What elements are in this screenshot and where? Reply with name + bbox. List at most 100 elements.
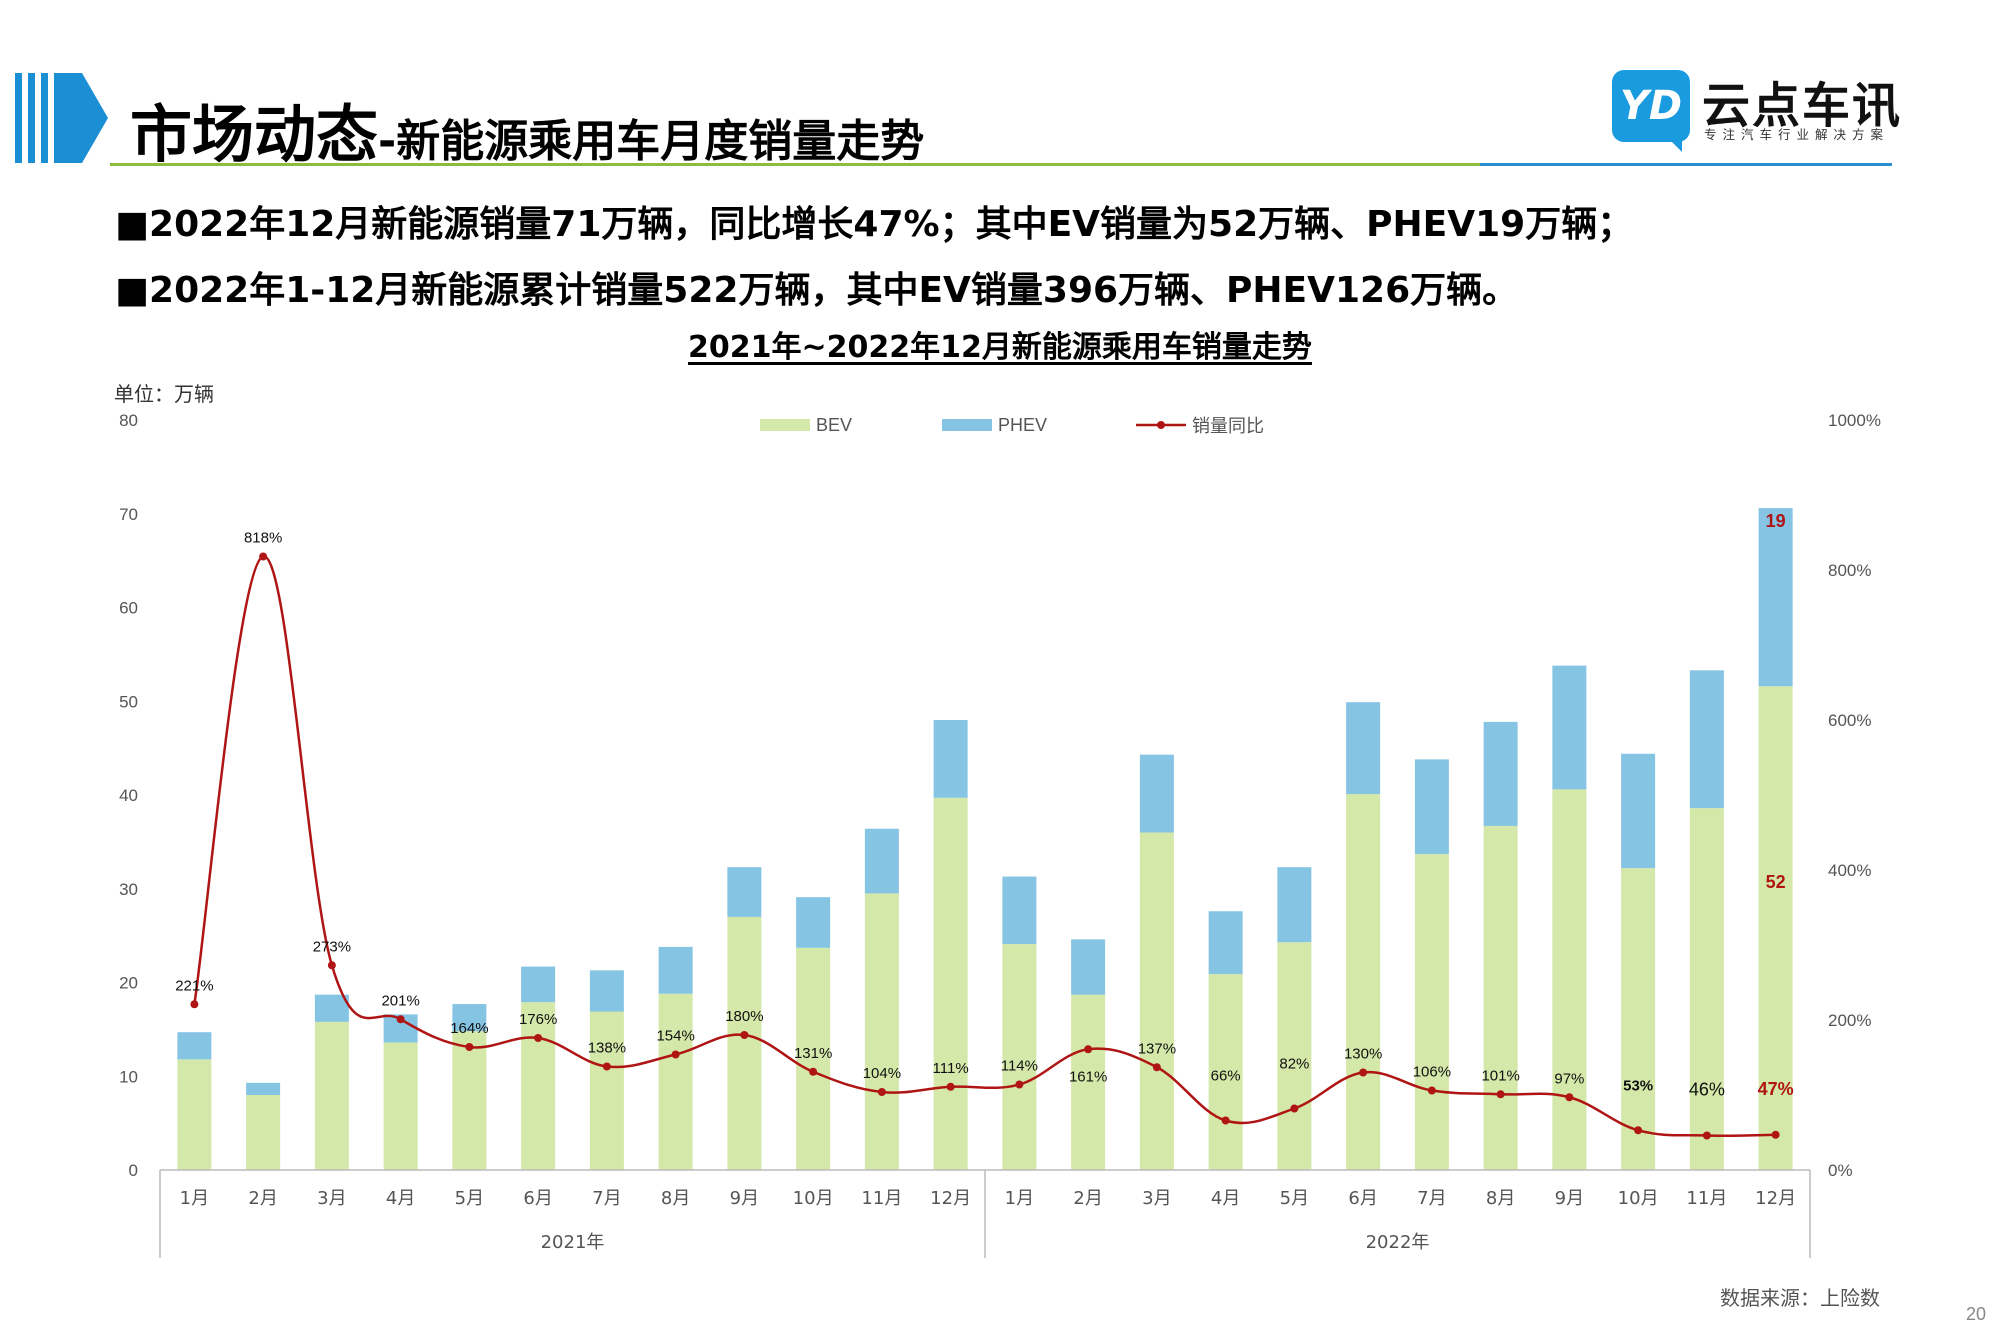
yoy-point	[1152, 1063, 1161, 1072]
yoy-point	[396, 1015, 405, 1024]
x-tick-label: 3月	[317, 1188, 346, 1209]
header-accent-bar	[28, 73, 35, 163]
yoy-data-label: 131%	[794, 1045, 832, 1062]
bar-bev	[1758, 686, 1793, 1170]
yoy-point	[327, 961, 336, 970]
bar-phev	[1208, 911, 1243, 975]
bar-bev	[1689, 808, 1724, 1170]
y-tick-right: 0%	[1828, 1161, 1853, 1180]
bar-phev	[1277, 867, 1312, 943]
header-divider-blue	[1480, 163, 1892, 166]
header-accent-bar	[41, 73, 48, 163]
bar-bev	[1552, 789, 1587, 1170]
page-title: 市场动态-新能源乘用车月度销量走势	[130, 84, 924, 174]
legend-swatch-yoy-dot	[1157, 421, 1165, 429]
yoy-line	[193, 555, 1776, 1137]
phev-data-label: 19	[1766, 511, 1786, 531]
bar-bev	[1621, 868, 1656, 1170]
yoy-data-label: 176%	[519, 1011, 557, 1028]
bar-phev	[1414, 759, 1449, 855]
yoy-data-label: 104%	[863, 1065, 901, 1082]
x-tick-label: 1月	[1005, 1188, 1034, 1209]
bar-bev	[1483, 825, 1518, 1170]
yoy-point	[1634, 1126, 1643, 1135]
y-tick-left: 30	[119, 880, 138, 899]
yoy-data-label: 138%	[588, 1040, 626, 1057]
x-tick-label: 11月	[1686, 1188, 1727, 1209]
bar-bev	[1071, 994, 1106, 1170]
logo-mark: YD	[1619, 83, 1683, 129]
x-group-label: 2021年	[541, 1232, 605, 1253]
yoy-data-label: 111%	[933, 1060, 969, 1077]
bar-bev	[1139, 832, 1174, 1170]
x-tick-label: 11月	[861, 1188, 902, 1209]
x-tick-label: 1月	[180, 1188, 209, 1209]
logo-icon: YD	[1612, 70, 1690, 142]
header-accent-bar	[15, 73, 22, 163]
yoy-point	[1427, 1086, 1436, 1095]
bar-bev	[383, 1042, 418, 1170]
y-tick-right: 1000%	[1828, 411, 1881, 430]
y-tick-right: 200%	[1828, 1011, 1871, 1030]
header-divider-green	[110, 163, 1510, 166]
x-tick-label: 12月	[1755, 1188, 1796, 1209]
bar-phev	[1483, 721, 1518, 826]
legend-label-yoy: 销量同比	[1192, 416, 1264, 437]
y-tick-right: 600%	[1828, 711, 1871, 730]
yoy-point	[1496, 1090, 1505, 1099]
yoy-data-label: 101%	[1481, 1067, 1519, 1084]
bar-phev	[177, 1032, 212, 1060]
yoy-data-label: 273%	[313, 938, 351, 955]
yoy-point	[1084, 1045, 1093, 1054]
bar-phev	[452, 1004, 487, 1032]
header-chevron-icon	[54, 73, 108, 163]
bar-bev	[796, 947, 831, 1170]
bar-bev	[933, 797, 968, 1170]
x-tick-label: 9月	[1555, 1188, 1584, 1209]
bar-phev	[589, 970, 624, 1012]
yoy-data-label: 164%	[450, 1020, 488, 1037]
x-tick-label: 8月	[661, 1188, 690, 1209]
bev-data-label: 52	[1766, 872, 1786, 892]
x-tick-label: 8月	[1486, 1188, 1515, 1209]
legend-swatch-phev	[942, 419, 992, 431]
x-tick-label: 4月	[386, 1188, 415, 1209]
page-title-sub: -新能源乘用车月度销量走势	[378, 116, 925, 167]
yoy-data-label: 130%	[1344, 1046, 1382, 1063]
bar-phev	[1139, 754, 1174, 833]
bar-phev	[1071, 939, 1106, 995]
yoy-point	[1290, 1104, 1299, 1113]
x-tick-label: 5月	[1280, 1188, 1309, 1209]
y-tick-left: 50	[119, 692, 138, 711]
x-tick-label: 6月	[523, 1188, 552, 1209]
yoy-point	[1702, 1131, 1711, 1140]
yoy-point	[1565, 1093, 1574, 1102]
logo-tagline: 专注汽车行业解决方案	[1704, 127, 1890, 142]
bar-phev	[658, 946, 693, 994]
x-tick-label: 2月	[248, 1188, 277, 1209]
bar-bev	[452, 1031, 487, 1170]
yoy-point	[671, 1050, 680, 1059]
x-tick-label: 7月	[592, 1188, 621, 1209]
bar-bev	[177, 1059, 212, 1170]
bar-bev	[246, 1095, 281, 1170]
yoy-data-label: 818%	[244, 530, 282, 547]
bar-phev	[1621, 753, 1656, 869]
yoy-data-label: 154%	[656, 1028, 694, 1045]
chart-unit-label: 单位：万辆	[114, 382, 214, 406]
chart-title: 2021年~2022年12月新能源乘用车销量走势	[0, 322, 2000, 366]
bar-bev	[1208, 974, 1243, 1170]
yoy-data-label: 201%	[381, 992, 419, 1009]
bar-phev	[521, 966, 556, 1003]
x-tick-label: 5月	[455, 1188, 484, 1209]
bar-phev	[1346, 702, 1381, 795]
bar-phev	[314, 994, 349, 1022]
yoy-point	[740, 1031, 749, 1039]
bar-bev	[589, 1011, 624, 1170]
yoy-point	[1221, 1116, 1230, 1125]
yoy-data-label: 97%	[1554, 1070, 1584, 1087]
yoy-point	[602, 1062, 611, 1071]
yoy-data-label: 161%	[1069, 1068, 1107, 1085]
y-tick-left: 70	[119, 505, 138, 524]
